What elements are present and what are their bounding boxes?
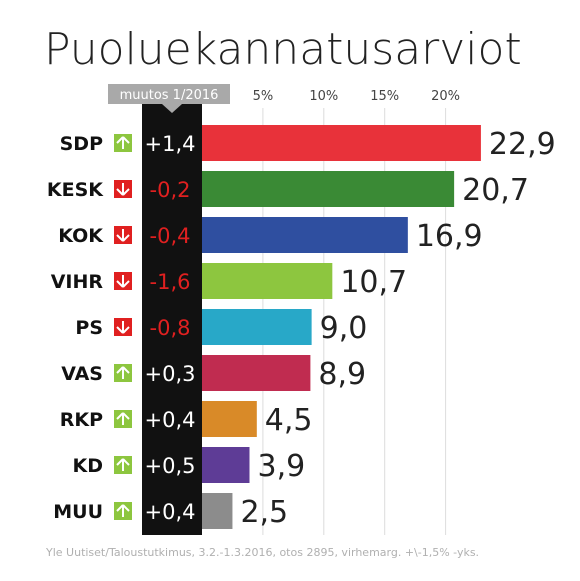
value-label: 4,5: [265, 403, 313, 438]
value-label: 22,9: [489, 127, 556, 162]
party-row: PS -0,8 9,0: [75, 309, 367, 346]
change-value: -1,6: [150, 270, 191, 294]
party-label: MUU: [53, 501, 103, 523]
arrow-up-icon: [116, 136, 130, 149]
value-label: 16,9: [416, 219, 483, 254]
party-row: KESK -0,2 20,7: [47, 171, 529, 208]
party-label: RKP: [60, 409, 103, 431]
change-value: +1,4: [145, 132, 196, 156]
change-value: +0,4: [145, 408, 196, 432]
party-label: KESK: [47, 179, 104, 201]
arrow-down-icon: [116, 229, 130, 242]
x-tick-label: 20%: [431, 89, 460, 104]
bar-ps: [202, 309, 312, 345]
x-tick-label: 15%: [370, 89, 399, 104]
party-row: KOK -0,4 16,9: [58, 217, 483, 254]
party-label: VAS: [61, 363, 103, 385]
change-value: +0,3: [145, 362, 196, 386]
value-label: 8,9: [318, 357, 366, 392]
x-axis-ticks: 5% 10% 15% 20%: [253, 89, 460, 104]
party-label: VIHR: [51, 271, 104, 293]
party-row: RKP +0,4 4,5: [60, 401, 313, 438]
change-column: [142, 104, 202, 535]
change-header-box: [108, 84, 230, 104]
change-value: -0,2: [150, 178, 191, 202]
party-label: KD: [73, 455, 104, 477]
change-header: muutos 1/2016: [120, 88, 219, 103]
change-value: -0,4: [150, 224, 191, 248]
change-header-pointer: [162, 104, 182, 113]
chart-title: Puoluekannatusarviot: [44, 24, 522, 75]
change-value: +0,4: [145, 500, 196, 524]
party-row: SDP +1,4 22,9: [60, 125, 556, 162]
party-rows: SDP +1,4 22,9 KESK -0,2 20,7 KOK -0,4 16,9 VIHR -1…: [47, 125, 556, 530]
value-label: 20,7: [462, 173, 529, 208]
bar-kd: [202, 447, 250, 483]
party-label: KOK: [58, 225, 104, 247]
change-value: -0,8: [150, 316, 191, 340]
arrow-up-icon: [116, 458, 130, 471]
bar-vihr: [202, 263, 333, 299]
x-tick-label: 5%: [253, 89, 274, 104]
arrow-down-icon: [116, 321, 130, 334]
party-row: MUU +0,4 2,5: [53, 493, 288, 530]
arrow-up-icon: [116, 504, 130, 517]
arrow-down-icon: [116, 183, 130, 196]
party-row: VAS +0,3 8,9: [61, 355, 366, 392]
source-note: Yle Uutiset/Taloustutkimus, 3.2.-1.3.201…: [45, 546, 479, 559]
party-label: PS: [75, 317, 103, 339]
value-label: 9,0: [320, 311, 368, 346]
party-label: SDP: [60, 133, 103, 155]
value-label: 2,5: [240, 495, 288, 530]
value-label: 3,9: [258, 449, 306, 484]
arrow-up-icon: [116, 412, 130, 425]
party-row: KD +0,5 3,9: [73, 447, 306, 484]
arrow-down-icon: [116, 275, 130, 288]
bar-vas: [202, 355, 311, 391]
party-row: VIHR -1,6 10,7: [51, 263, 407, 300]
change-value: +0,5: [145, 454, 196, 478]
bar-sdp: [202, 125, 481, 161]
bar-rkp: [202, 401, 257, 437]
x-tick-label: 10%: [309, 89, 338, 104]
bar-kesk: [202, 171, 455, 207]
bar-muu: [202, 493, 233, 529]
value-label: 10,7: [340, 265, 407, 300]
arrow-up-icon: [116, 366, 130, 379]
bar-kok: [202, 217, 408, 253]
